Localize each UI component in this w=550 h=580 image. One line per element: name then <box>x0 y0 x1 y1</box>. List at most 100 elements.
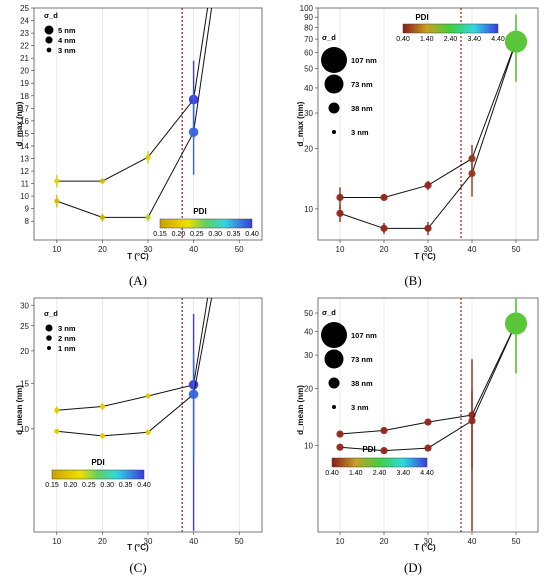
size-legend-label: 3 nm <box>351 403 369 412</box>
pdi-colorbar <box>331 457 428 468</box>
size-legend-label: 1 nm <box>58 344 76 353</box>
pdi-colorbar-tick: 0.25 <box>82 482 96 489</box>
x-axis-label: T (°C) <box>127 543 149 552</box>
x-tick-label: 40 <box>189 537 198 546</box>
y-tick-label: 40 <box>304 84 313 93</box>
pdi-colorbar-tick: 0.15 <box>45 482 59 489</box>
x-axis-label: T (°C) <box>414 252 436 261</box>
data-point <box>468 169 476 178</box>
y-tick-label: 70 <box>304 35 313 44</box>
y-tick-label: 20 <box>20 67 29 76</box>
data-point <box>99 178 105 184</box>
y-tick-label: 14 <box>20 142 29 151</box>
pdi-colorbar-title: PDI <box>193 207 206 216</box>
data-point <box>380 193 388 202</box>
pdi-colorbar-title: PDI <box>415 13 428 22</box>
data-point <box>336 443 344 451</box>
y-tick-label: 10 <box>20 425 29 434</box>
y-tick-label: 30 <box>304 109 313 118</box>
data-point <box>424 444 432 452</box>
panel-label: (D) <box>404 560 422 575</box>
x-tick-label: 30 <box>424 245 433 254</box>
x-tick-label: 40 <box>468 245 477 254</box>
x-tick-label: 20 <box>380 245 389 254</box>
x-tick-label: 40 <box>468 537 477 546</box>
y-tick-label: 16 <box>20 117 29 126</box>
size-legend-marker <box>321 322 347 348</box>
data-point <box>99 214 105 221</box>
x-axis-label: T (°C) <box>127 252 149 261</box>
pdi-colorbar-tick: 4.40 <box>420 470 434 477</box>
data-point <box>380 224 388 232</box>
pdi-colorbar-title: PDI <box>362 445 375 454</box>
size-legend-title: σ_d <box>44 309 58 318</box>
pdi-colorbar-tick: 0.35 <box>227 231 241 238</box>
data-point <box>505 30 527 53</box>
data-point <box>468 417 476 425</box>
panel-label: (B) <box>404 273 421 288</box>
data-point <box>54 407 60 413</box>
y-tick-label: 21 <box>20 54 29 63</box>
x-tick-label: 30 <box>424 537 433 546</box>
data-point <box>336 193 344 202</box>
data-point <box>380 426 388 435</box>
pdi-colorbar-tick: 1.40 <box>420 36 434 43</box>
pdi-colorbar <box>402 23 499 34</box>
size-legend-title: σ_d <box>44 11 58 20</box>
x-tick-label: 50 <box>512 245 521 254</box>
pdi-colorbar <box>159 218 253 229</box>
data-point <box>336 430 344 438</box>
data-point <box>145 214 151 221</box>
data-point <box>505 312 527 335</box>
y-tick-label: 60 <box>304 49 313 58</box>
y-tick-label: 25 <box>20 4 29 13</box>
size-legend-marker <box>45 36 53 44</box>
size-legend-label: 3 nm <box>58 324 76 333</box>
data-point <box>424 181 432 189</box>
x-tick-label: 10 <box>52 537 61 546</box>
x-tick-label: 20 <box>98 245 107 254</box>
size-legend-marker <box>332 130 336 134</box>
size-legend-marker <box>328 102 340 114</box>
y-tick-label: 15 <box>20 129 29 138</box>
size-legend-label: 38 nm <box>351 104 373 113</box>
y-tick-label: 100 <box>300 4 314 13</box>
pdi-colorbar-tick: 0.15 <box>153 231 167 238</box>
size-legend-marker <box>324 349 344 369</box>
y-tick-label: 40 <box>304 327 313 336</box>
panel-label: (A) <box>129 273 147 288</box>
x-axis-label: T (°C) <box>414 543 436 552</box>
data-point <box>424 224 432 232</box>
y-tick-label: 30 <box>304 351 313 360</box>
size-legend-title: σ_d <box>322 33 336 42</box>
size-legend-label: 3 nm <box>58 46 76 55</box>
y-tick-label: 22 <box>20 42 29 51</box>
pdi-colorbar <box>51 469 145 480</box>
data-point <box>145 393 151 399</box>
data-point <box>99 433 105 439</box>
pdi-colorbar-tick: 0.35 <box>119 482 133 489</box>
x-tick-label: 10 <box>336 537 345 546</box>
y-tick-label: 17 <box>20 104 29 113</box>
size-legend-label: 73 nm <box>351 80 373 89</box>
data-point <box>188 389 199 400</box>
x-tick-label: 20 <box>380 537 389 546</box>
pdi-colorbar-tick: 0.30 <box>100 482 114 489</box>
size-legend-marker <box>47 346 51 350</box>
pdi-colorbar-tick: 0.20 <box>172 231 186 238</box>
size-legend-label: 107 nm <box>351 56 377 65</box>
size-legend-label: 3 nm <box>351 128 369 137</box>
pdi-colorbar-tick: 1.40 <box>349 470 363 477</box>
data-point <box>99 403 105 410</box>
x-tick-label: 20 <box>98 537 107 546</box>
pdi-colorbar-tick: 3.40 <box>467 36 481 43</box>
y-tick-label: 8 <box>25 217 30 226</box>
series-1-line <box>56 7 209 182</box>
y-axis-label: d_max (nm) <box>296 101 305 146</box>
y-tick-label: 13 <box>20 154 29 163</box>
y-tick-label: 10 <box>20 192 29 201</box>
size-legend-marker <box>321 47 347 73</box>
y-tick-label: 12 <box>20 167 29 176</box>
y-tick-label: 50 <box>304 64 313 73</box>
